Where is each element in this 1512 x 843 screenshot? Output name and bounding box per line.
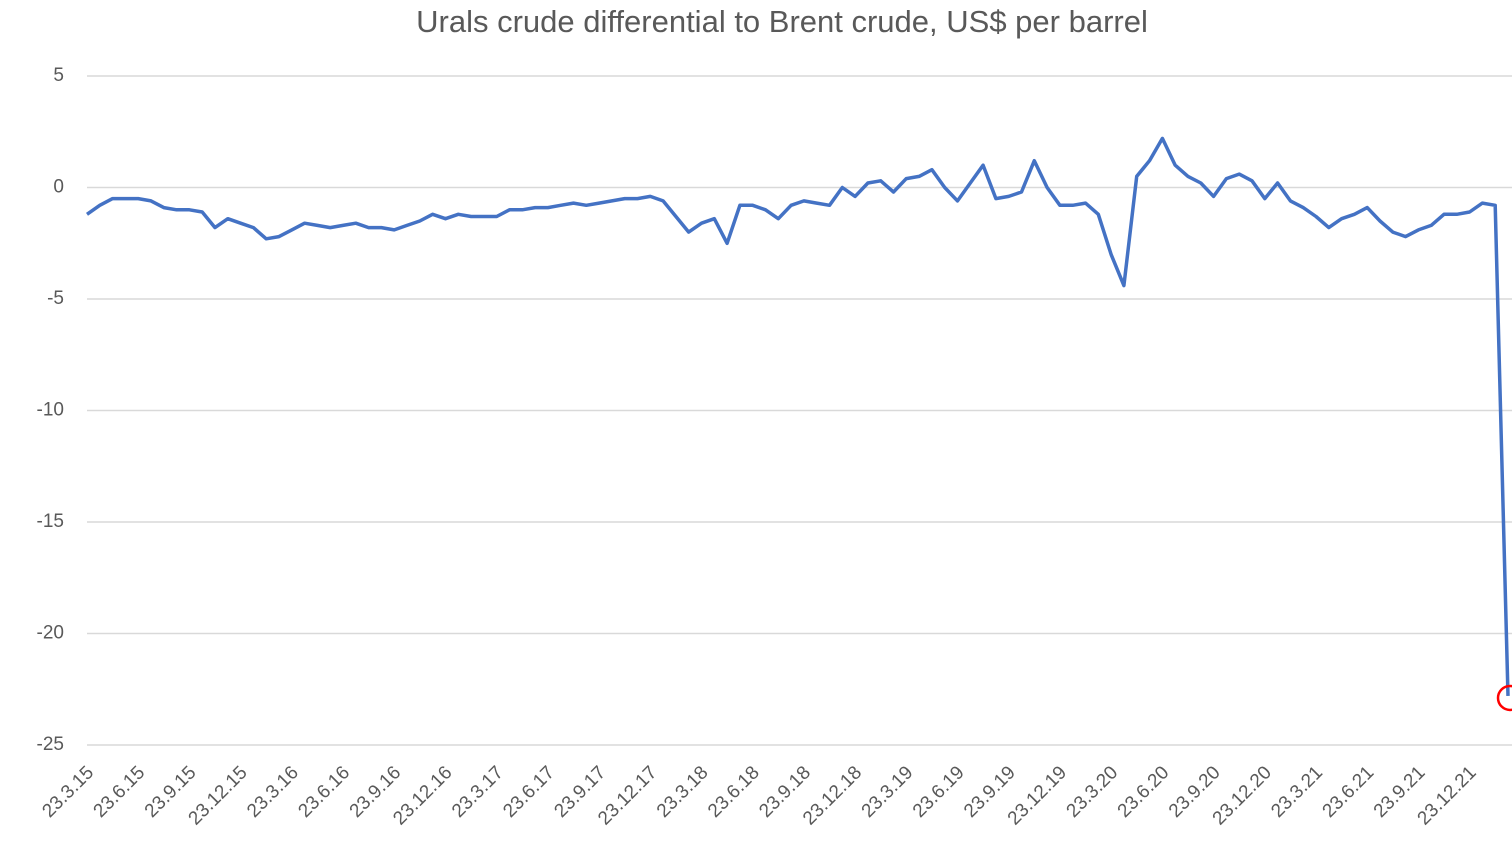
x-tick-label: 23.3.19 (858, 762, 918, 822)
x-tick-label: 23.6.17 (499, 762, 559, 822)
x-tick-label: 23.6.20 (1114, 762, 1174, 822)
x-tick-label: 23.3.17 (448, 762, 508, 822)
highlight-circle (1496, 684, 1512, 712)
y-tick-label: -25 (37, 734, 64, 755)
x-tick-label: 23.3.21 (1267, 762, 1327, 822)
x-tick-label: 23.3.15 (38, 762, 98, 822)
y-tick-label: -20 (37, 623, 64, 644)
x-tick-label: 23.3.16 (243, 762, 303, 822)
y-tick-label: 0 (53, 177, 64, 198)
chart-title: Urals crude differential to Brent crude,… (416, 4, 1148, 39)
x-tick-label: 23.6.18 (704, 762, 764, 822)
y-tick-label: -10 (37, 400, 64, 421)
x-tick-label: 23.6.21 (1319, 762, 1379, 822)
data-line (85, 136, 1510, 696)
x-tick-label: 23.6.19 (909, 762, 969, 822)
y-tick-label: -5 (47, 288, 64, 309)
y-tick-label: -15 (37, 511, 64, 532)
x-tick-label: 23.3.20 (1063, 762, 1123, 822)
x-tick-label: 23.3.18 (653, 762, 713, 822)
x-tick-label: 23.6.16 (294, 762, 354, 822)
x-tick-label: 23.6.15 (90, 762, 150, 822)
y-tick-label: 5 (53, 65, 64, 86)
